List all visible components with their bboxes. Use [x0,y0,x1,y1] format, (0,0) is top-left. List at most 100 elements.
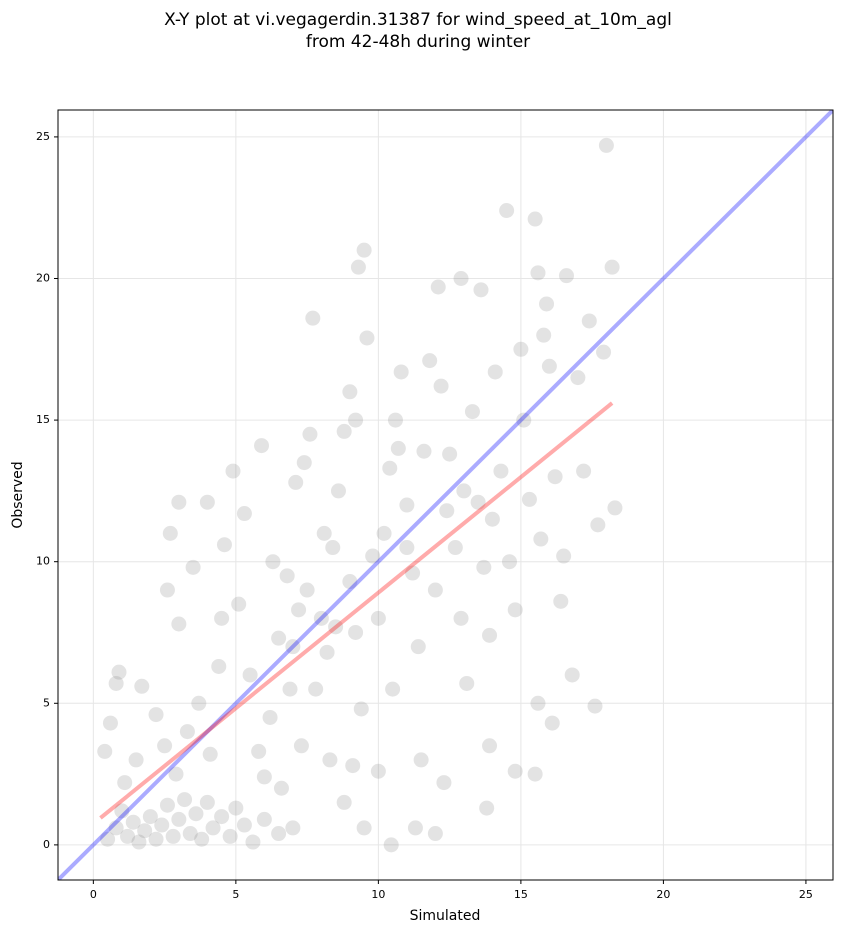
scatter-point [245,834,261,850]
scatter-point [171,811,187,827]
scatter-point [251,743,267,759]
x-axis-label: Simulated [410,908,481,924]
scatter-point [353,701,369,717]
scatter-point [547,469,563,485]
scatter-point [521,491,537,507]
scatter-point [484,511,500,527]
x-tick-label: 20 [656,888,670,901]
scatter-point [302,426,318,442]
scatter-point [202,746,218,762]
scatter-point [271,826,287,842]
scatter-point [553,593,569,609]
scatter-point [416,443,432,459]
scatter-point [171,616,187,632]
scatter-point [313,610,329,626]
scatter-point [345,758,361,774]
scatter-point [482,627,498,643]
scatter-point [370,763,386,779]
scatter-point [390,440,406,456]
scatter-point [393,364,409,380]
scatter-point [590,517,606,533]
scatter-point [399,497,415,513]
scatter-point [125,814,141,830]
scatter-point [405,565,421,581]
scatter-point [231,596,247,612]
scatter-point [482,738,498,754]
scatter-point [479,800,495,816]
scatter-point [539,296,555,312]
scatter-point [487,364,503,380]
scatter-point [370,610,386,626]
scatter-point [165,828,181,844]
scatter-point [385,681,401,697]
scatter-point [556,548,572,564]
scatter-point [128,752,144,768]
scatter-point [439,503,455,519]
scatter-point [299,582,315,598]
scatter-point [527,211,543,227]
scatter-point [350,259,366,275]
chart-subtitle: from 42-48h during winter [306,32,530,52]
scatter-point [456,483,472,499]
scatter-point [159,797,175,813]
x-tick-label: 25 [799,888,813,901]
scatter-point [407,820,423,836]
scatter-point [436,775,452,791]
scatter-point [308,681,324,697]
scatter-point [282,681,298,697]
scatter-point [120,828,136,844]
scatter-point [356,242,372,258]
scatter-point [168,766,184,782]
y-tick-label: 25 [36,130,50,143]
scatter-point [530,265,546,281]
scatter-point [291,602,307,618]
scatter-point [499,203,515,219]
scatter-point [507,763,523,779]
scatter-point [285,820,301,836]
scatter-point [576,463,592,479]
scatter-point [134,678,150,694]
scatter-point [513,341,529,357]
scatter-point [256,769,272,785]
scatter-point [319,644,335,660]
scatter-point [179,724,195,740]
scatter-point [342,574,358,590]
scatter-point [305,310,321,326]
scatter-point [271,630,287,646]
scatter-point [185,559,201,575]
scatter-point [316,525,332,541]
scatter-point [322,752,338,768]
scatter-point [587,698,603,714]
scatter-point [536,327,552,343]
scatter-point [473,282,489,298]
scatter-point [410,639,426,655]
chart-title: X-Y plot at vi.vegagerdin.31387 for wind… [164,10,672,30]
scatter-point [236,817,252,833]
scatter-point [265,554,281,570]
scatter-point [325,540,341,556]
scatter-point [148,707,164,723]
scatter-point [293,738,309,754]
scatter-point [453,270,469,286]
y-tick-label: 15 [36,413,50,426]
line [58,110,833,880]
scatter-point [273,780,289,796]
scatter-point [288,474,304,490]
scatter-point [581,313,597,329]
scatter-point [365,548,381,564]
scatter-point [596,344,612,360]
scatter-point [159,582,175,598]
scatter-point [142,809,158,825]
scatter-point [342,384,358,400]
scatter-point [182,826,198,842]
y-tick-label: 5 [43,696,50,709]
scatter-point [453,610,469,626]
scatter-point [154,817,170,833]
scatter-point [507,602,523,618]
scatter-point [117,775,133,791]
scatter-point [330,483,346,499]
scatter-point [162,525,178,541]
scatter-point [279,568,295,584]
scatter-point [533,531,549,547]
